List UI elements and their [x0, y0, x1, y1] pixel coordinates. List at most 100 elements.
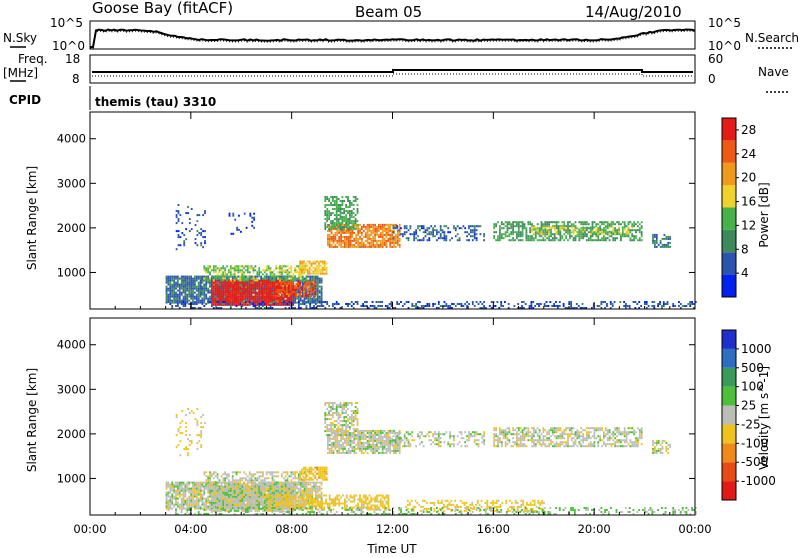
power-cell	[352, 230, 354, 232]
power-cell	[348, 240, 350, 242]
power-cell	[196, 298, 198, 300]
velocity-cell	[190, 496, 192, 498]
power-cell	[332, 208, 334, 210]
power-cell	[558, 233, 560, 235]
power-cell	[432, 231, 434, 233]
power-cell	[292, 291, 294, 293]
power-cell	[211, 302, 213, 304]
velocity-cell	[211, 490, 213, 492]
power-cell	[678, 301, 680, 303]
power-cell	[228, 303, 230, 305]
power-cell	[277, 271, 279, 273]
power-cell	[213, 294, 215, 296]
power-cell	[219, 271, 221, 273]
power-cell	[640, 305, 642, 307]
power-cell	[281, 302, 283, 304]
power-cell	[395, 242, 397, 244]
power-cell	[483, 235, 485, 237]
velocity-cell	[213, 508, 215, 510]
velocity-cell	[168, 486, 170, 488]
velocity-cell	[222, 496, 224, 498]
power-cell	[355, 238, 357, 240]
power-cell	[234, 300, 236, 302]
power-cell	[338, 244, 340, 246]
velocity-cell	[317, 482, 319, 484]
power-cell	[188, 284, 190, 286]
power-cell	[185, 282, 187, 284]
power-cell	[249, 265, 251, 267]
power-cell	[179, 294, 181, 296]
power-cell	[230, 273, 232, 275]
power-cell	[384, 226, 386, 228]
power-cell	[349, 228, 351, 230]
power-cell	[181, 284, 183, 286]
velocity-cell	[203, 494, 205, 496]
velocity-cell	[279, 482, 281, 484]
power-cell	[209, 301, 211, 303]
power-cell	[297, 293, 299, 295]
power-cell	[338, 226, 340, 228]
power-cell	[307, 276, 309, 278]
power-cell	[207, 271, 209, 273]
power-cell	[173, 278, 175, 280]
power-cell	[251, 280, 253, 282]
power-cell	[268, 302, 270, 304]
power-cell	[255, 286, 257, 288]
power-cell	[221, 296, 223, 298]
power-cell	[185, 238, 187, 240]
power-cell	[207, 279, 209, 281]
power-cell	[359, 230, 361, 232]
velocity-cell	[183, 490, 185, 492]
power-cell	[268, 304, 270, 306]
power-cell	[245, 282, 247, 284]
power-cell	[384, 234, 386, 236]
power-cell	[264, 300, 266, 302]
velocity-cell	[219, 508, 221, 510]
power-cell	[672, 303, 674, 305]
power-cell	[322, 269, 324, 271]
power-cell	[415, 233, 417, 235]
power-cell	[194, 298, 196, 300]
noise-left-tick-bottom: 10^0	[52, 39, 85, 53]
power-cell	[355, 218, 357, 220]
power-cell	[406, 225, 408, 227]
power-cell	[222, 294, 224, 296]
velocity-cell	[198, 482, 200, 484]
velocity-cell	[228, 496, 230, 498]
power-cell	[348, 232, 350, 234]
power-cell	[268, 292, 270, 294]
power-cell	[236, 296, 238, 298]
power-cell	[351, 210, 353, 212]
power-cell	[221, 302, 223, 304]
velocity-cell	[272, 484, 274, 486]
power-cell	[342, 240, 344, 242]
power-cell	[365, 240, 367, 242]
velocity-cell	[306, 490, 308, 492]
power-cell	[186, 276, 188, 278]
power-cell	[221, 279, 223, 281]
power-cell	[268, 265, 270, 267]
velocity-cell	[207, 498, 209, 500]
power-cell	[226, 294, 228, 296]
station-title: Goose Bay (fitACF)	[92, 0, 233, 17]
power-cell	[305, 265, 307, 267]
power-cell	[204, 240, 206, 242]
power-cell	[282, 293, 284, 295]
power-cell	[277, 289, 279, 291]
power-cell	[445, 225, 447, 227]
power-cell	[258, 286, 260, 288]
velocity-cell	[203, 506, 205, 508]
power-cell	[253, 298, 255, 300]
power-cell	[611, 221, 613, 223]
power-cell	[173, 280, 175, 282]
power-cell	[277, 283, 279, 285]
power-cell	[202, 303, 204, 305]
velocity-cell	[205, 488, 207, 490]
power-cell	[616, 237, 618, 239]
power-cell	[578, 239, 580, 241]
power-cell	[343, 208, 345, 210]
power-cell	[322, 261, 324, 263]
power-cell	[299, 283, 301, 285]
velocity-cell	[230, 484, 232, 486]
power-cell	[260, 276, 262, 278]
